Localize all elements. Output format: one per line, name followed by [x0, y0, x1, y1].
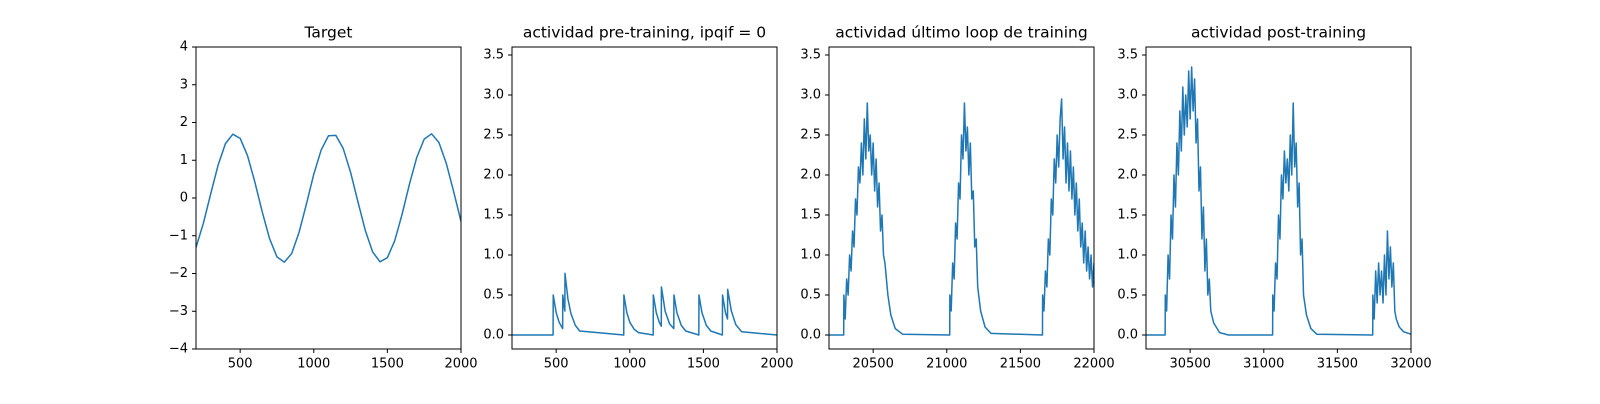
x-tick-label: 500: [228, 357, 253, 372]
x-tick-label: 1000: [613, 357, 646, 372]
y-tick-label: 2: [180, 115, 188, 130]
y-tick-label: 3.0: [800, 88, 821, 103]
y-tick-label: 0: [180, 191, 188, 206]
y-tick-label: 3.5: [483, 48, 504, 63]
y-tick-label: 1.0: [1117, 248, 1138, 263]
line-series: [196, 133, 461, 263]
subplot-title: Target: [304, 24, 353, 42]
x-tick-label: 32000: [1390, 357, 1431, 372]
y-tick-label: −4: [169, 342, 188, 357]
y-tick-label: 2.0: [800, 168, 821, 183]
x-tick-label: 1000: [297, 357, 330, 372]
line-series: [1146, 66, 1411, 336]
y-tick-label: 3.0: [483, 88, 504, 103]
y-tick-label: 2.5: [483, 128, 504, 143]
y-tick-label: 0.5: [483, 288, 504, 303]
y-tick-label: 0.0: [483, 328, 504, 343]
y-tick-label: 1: [180, 153, 188, 168]
x-tick-label: 1500: [371, 357, 404, 372]
axes-frame: [828, 46, 1095, 350]
y-tick-label: 3.0: [1117, 88, 1138, 103]
y-tick-label: 4: [180, 40, 188, 55]
y-tick-label: 2.5: [800, 128, 821, 143]
axes-frame: [511, 46, 778, 350]
x-tick-label: 2000: [444, 357, 477, 372]
y-tick-label: 2.0: [1117, 168, 1138, 183]
axes-frame: [1145, 46, 1412, 350]
y-tick-label: 1.5: [800, 208, 821, 223]
y-tick-label: 3: [180, 77, 188, 92]
line-series: [512, 272, 777, 336]
y-tick-label: 2.5: [1117, 128, 1138, 143]
y-tick-label: 0.0: [1117, 328, 1138, 343]
y-tick-label: −3: [169, 304, 188, 319]
y-tick-label: 2.0: [483, 168, 504, 183]
y-tick-label: 0.0: [800, 328, 821, 343]
y-tick-label: 1.0: [800, 248, 821, 263]
x-tick-label: 1500: [687, 357, 720, 372]
x-tick-label: 21000: [926, 357, 967, 372]
y-tick-label: 0.5: [800, 288, 821, 303]
subplot-title: actividad último loop de training: [835, 24, 1087, 42]
x-tick-label: 30500: [1169, 357, 1210, 372]
x-tick-label: 21500: [1000, 357, 1041, 372]
subplot-title: actividad pre-training, ipqif = 0: [523, 24, 766, 42]
x-tick-label: 2000: [760, 357, 793, 372]
y-tick-label: 3.5: [800, 48, 821, 63]
y-tick-label: 1.0: [483, 248, 504, 263]
x-tick-label: 31000: [1243, 357, 1284, 372]
line-series: [829, 98, 1094, 336]
y-tick-label: 0.5: [1117, 288, 1138, 303]
y-tick-label: 3.5: [1117, 48, 1138, 63]
x-tick-label: 22000: [1073, 357, 1114, 372]
subplot-title: actividad post-training: [1191, 24, 1366, 42]
y-tick-label: 1.5: [483, 208, 504, 223]
y-tick-label: 1.5: [1117, 208, 1138, 223]
y-tick-label: −1: [169, 228, 188, 243]
x-tick-label: 31500: [1317, 357, 1358, 372]
y-tick-label: −2: [169, 266, 188, 281]
x-tick-label: 20500: [852, 357, 893, 372]
x-tick-label: 500: [544, 357, 569, 372]
